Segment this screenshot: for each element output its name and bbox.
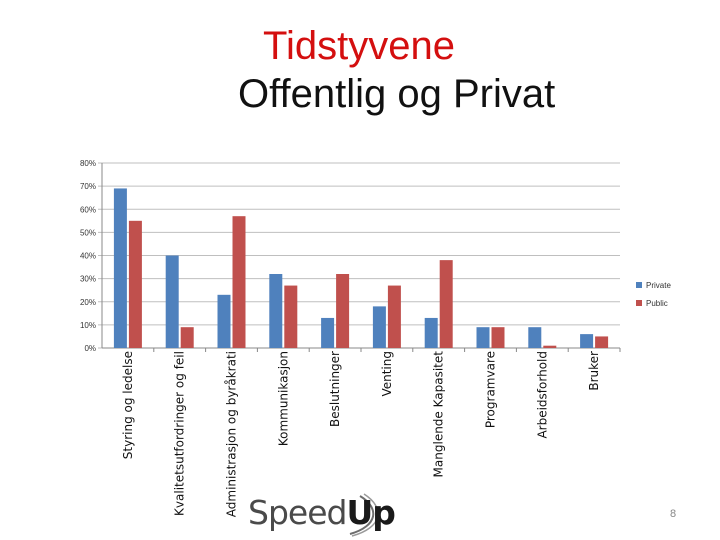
x-category-label: Programvare — [484, 351, 498, 428]
y-tick-label: 50% — [80, 228, 96, 237]
legend-swatch-private — [636, 282, 642, 288]
x-category-label: Kommunikasjon — [276, 351, 290, 446]
bar-private — [165, 255, 179, 348]
bar-public — [336, 274, 350, 348]
page-number: 8 — [670, 508, 677, 520]
x-category-label: Manglende Kapasitet — [432, 351, 446, 478]
bar-private — [217, 294, 231, 348]
bar-public — [387, 285, 401, 348]
speedup-logo-swoosh-icon — [349, 493, 379, 537]
y-tick-label: 60% — [80, 205, 96, 214]
speedup-logo: SpeedUp — [248, 493, 396, 532]
x-category-label: Bruker — [587, 351, 601, 391]
logo-up-text: Up — [346, 493, 395, 532]
bar-public — [543, 345, 557, 348]
logo-speed-text: Speed — [248, 493, 347, 532]
bar-private — [113, 188, 127, 348]
y-tick-label: 40% — [80, 252, 96, 261]
slide-title: Tidstyvene — [263, 24, 455, 68]
legend-swatch-public — [636, 300, 642, 306]
x-category-label: Administrasjon og byråkrati — [225, 351, 239, 517]
x-category-label: Styring og ledelse — [121, 351, 135, 459]
bar-private — [476, 327, 490, 348]
bar-private — [372, 306, 386, 348]
x-category-label: Kvalitetsutfordringer og feil — [173, 351, 187, 516]
bar-public — [595, 336, 609, 348]
bar-private — [528, 327, 542, 348]
x-category-label: Arbeidsforhold — [535, 351, 549, 439]
y-tick-label: 0% — [84, 344, 96, 353]
x-category-label: Beslutninger — [328, 351, 342, 427]
x-category-label: Venting — [380, 351, 394, 397]
y-tick-label: 70% — [80, 182, 96, 191]
legend-label-private: Private — [646, 281, 671, 290]
bar-public — [180, 327, 194, 348]
y-tick-label: 30% — [80, 275, 96, 284]
legend-label-public: Public — [646, 299, 668, 308]
y-tick-label: 10% — [80, 321, 96, 330]
slide-subtitle: Offentlig og Privat — [238, 72, 556, 116]
bar-public — [439, 260, 453, 348]
bar-public — [232, 216, 246, 348]
bar-private — [269, 274, 283, 348]
bar-private — [321, 317, 335, 348]
y-tick-label: 80% — [80, 159, 96, 168]
bar-public — [491, 327, 505, 348]
bar-private — [580, 334, 594, 348]
bar-public — [284, 285, 298, 348]
bar-private — [424, 317, 438, 348]
bar-public — [128, 220, 142, 348]
y-tick-label: 20% — [80, 298, 96, 307]
